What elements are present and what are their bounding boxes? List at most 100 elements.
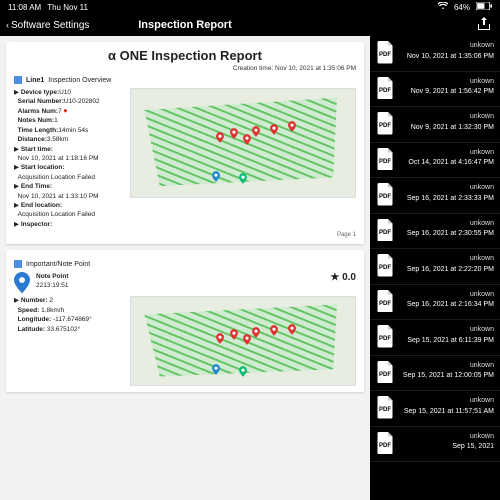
status-date: Thu Nov 11 bbox=[47, 3, 88, 12]
file-name: unkown bbox=[400, 396, 494, 406]
pdf-icon: PDF bbox=[376, 290, 394, 315]
map-pin-icon[interactable] bbox=[288, 324, 296, 332]
created-time: Creation time: Nov 10, 2021 at 1:35:06 P… bbox=[14, 65, 356, 72]
battery-pct: 64% bbox=[454, 3, 470, 12]
report-card-2: Important/Note Point Note Point 2213:19:… bbox=[6, 250, 364, 392]
pdf-icon: PDF bbox=[376, 254, 394, 279]
map-pin-icon[interactable] bbox=[288, 121, 296, 129]
battery-icon bbox=[476, 2, 492, 12]
file-name: unkown bbox=[400, 361, 494, 371]
pdf-icon: PDF bbox=[376, 432, 394, 457]
v-device: U10 bbox=[59, 89, 71, 96]
file-item[interactable]: PDFunkownNov 10, 2021 at 1:35:06 PM bbox=[370, 36, 500, 72]
v-sloc: Acquisition Location Failed bbox=[18, 174, 95, 181]
k-serial: Serial Number: bbox=[18, 98, 64, 105]
k-device: Device type: bbox=[21, 89, 59, 96]
map-pin-icon[interactable] bbox=[252, 327, 260, 335]
map-view-2[interactable] bbox=[130, 296, 356, 386]
k-dist: Distance: bbox=[18, 136, 47, 143]
k-timelen: Time Length: bbox=[18, 127, 59, 134]
map-pin-icon[interactable] bbox=[270, 325, 278, 333]
file-date: Sep 16, 2021 at 2:16:34 PM bbox=[400, 300, 494, 310]
wifi-icon bbox=[438, 2, 448, 12]
report-title: α ONE Inspection Report bbox=[14, 48, 356, 63]
svg-text:PDF: PDF bbox=[379, 407, 391, 413]
note-pin-icon bbox=[14, 272, 30, 292]
page-title: Inspection Report bbox=[0, 19, 370, 31]
svg-text:PDF: PDF bbox=[379, 443, 391, 449]
section-line: Line1 bbox=[26, 77, 44, 84]
map-pin-icon[interactable] bbox=[252, 126, 260, 134]
k-notes: Notes Num: bbox=[18, 117, 54, 124]
file-name: unkown bbox=[400, 112, 494, 122]
k-lat: Latitude: bbox=[18, 326, 45, 333]
map-pin-icon[interactable] bbox=[270, 124, 278, 132]
file-name: unkown bbox=[400, 290, 494, 300]
note-meta-block: ▶ Number: 2 Speed: 1.8km/h Longitude: -1… bbox=[14, 296, 124, 386]
section-marker-icon bbox=[14, 260, 22, 268]
report-panel: α ONE Inspection Report Creation time: N… bbox=[0, 36, 370, 500]
report-card-1: α ONE Inspection Report Creation time: N… bbox=[6, 42, 364, 244]
svg-text:PDF: PDF bbox=[379, 265, 391, 271]
k-eloc: End location: bbox=[21, 202, 62, 209]
file-date: Sep 15, 2021 at 12:00:05 PM bbox=[400, 371, 494, 381]
map-pin-icon[interactable] bbox=[216, 333, 224, 341]
file-item[interactable]: PDFunkownSep 15, 2021 at 6:11:39 PM bbox=[370, 320, 500, 356]
svg-text:PDF: PDF bbox=[379, 123, 391, 129]
status-time: 11:08 AM bbox=[8, 3, 41, 12]
nav-bar: ‹ Software Settings Inspection Report bbox=[0, 14, 500, 36]
v-spd: 1.8km/h bbox=[41, 307, 64, 314]
file-item[interactable]: PDF unkownNov 9, 2021 at 1:32:30 PM bbox=[370, 107, 500, 143]
map-pin-icon[interactable] bbox=[239, 366, 247, 374]
map-view[interactable] bbox=[130, 88, 356, 198]
file-item[interactable]: PDFunkownNov 9, 2021 at 1:56:42 PM bbox=[370, 72, 500, 108]
map-pin-icon[interactable] bbox=[230, 329, 238, 337]
k-stime: Start time: bbox=[21, 146, 53, 153]
pdf-icon: PDF bbox=[376, 396, 394, 421]
file-item[interactable]: PDFunkownSep 15, 2021 at 11:57:51 AM bbox=[370, 391, 500, 427]
file-date: Sep 15, 2021 bbox=[400, 442, 494, 452]
svg-text:PDF: PDF bbox=[379, 372, 391, 378]
file-date: Sep 15, 2021 at 6:11:39 PM bbox=[400, 336, 494, 346]
file-item[interactable]: PDF unkownSep 15, 2021 at 12:00:05 PM bbox=[370, 356, 500, 392]
share-icon[interactable] bbox=[478, 17, 490, 33]
svg-text:PDF: PDF bbox=[379, 301, 391, 307]
map-pin-icon[interactable] bbox=[243, 334, 251, 342]
file-item[interactable]: PDFunkownSep 16, 2021 at 2:30:55 PM bbox=[370, 214, 500, 250]
file-item[interactable]: PDF unkownSep 16, 2021 at 2:16:34 PM bbox=[370, 285, 500, 321]
v-dist: 3.58km bbox=[47, 136, 68, 143]
file-item[interactable]: PDFunkownSep 16, 2021 at 2:22:20 PM bbox=[370, 249, 500, 285]
map-pin-icon[interactable] bbox=[230, 128, 238, 136]
svg-text:PDF: PDF bbox=[379, 88, 391, 94]
file-item[interactable]: PDFunkownOct 14, 2021 at 4:16:47 PM bbox=[370, 143, 500, 179]
map-pin-icon[interactable] bbox=[212, 171, 220, 179]
file-item[interactable]: PDFunkownSep 15, 2021 bbox=[370, 427, 500, 463]
file-date: Nov 9, 2021 at 1:32:30 PM bbox=[400, 123, 494, 133]
file-name: unkown bbox=[400, 77, 494, 87]
pdf-icon: PDF bbox=[376, 41, 394, 66]
k-etime: End Time: bbox=[21, 183, 52, 190]
pdf-icon: PDF bbox=[376, 219, 394, 244]
svg-text:PDF: PDF bbox=[379, 159, 391, 165]
pdf-icon: PDF bbox=[376, 148, 394, 173]
map-pin-icon[interactable] bbox=[212, 364, 220, 372]
note-title: Note Point bbox=[36, 273, 69, 280]
v-lat: 33.675102° bbox=[47, 326, 80, 333]
svg-text:PDF: PDF bbox=[379, 230, 391, 236]
v-num: 2 bbox=[49, 297, 53, 304]
file-item[interactable]: PDFunkownSep 16, 2021 at 2:33:33 PM bbox=[370, 178, 500, 214]
file-list[interactable]: PDFunkownNov 10, 2021 at 1:35:06 PMPDFun… bbox=[370, 36, 500, 500]
note-time: 2213:19:51 bbox=[36, 281, 69, 290]
map-pin-icon[interactable] bbox=[243, 134, 251, 142]
metadata-block: ▶ Device type:U10 Serial Number:U10-2028… bbox=[14, 88, 124, 229]
map-pin-icon[interactable] bbox=[239, 173, 247, 181]
map-pin-icon[interactable] bbox=[216, 132, 224, 140]
status-bar: 11:08 AM Thu Nov 11 64% bbox=[0, 0, 500, 14]
v-timelen: 14min 54s bbox=[58, 127, 88, 134]
file-name: unkown bbox=[400, 254, 494, 264]
file-date: Oct 14, 2021 at 4:16:47 PM bbox=[400, 158, 494, 168]
section-marker-icon bbox=[14, 76, 22, 84]
file-name: unkown bbox=[400, 183, 494, 193]
pdf-icon: PDF bbox=[376, 183, 394, 208]
file-name: unkown bbox=[400, 219, 494, 229]
